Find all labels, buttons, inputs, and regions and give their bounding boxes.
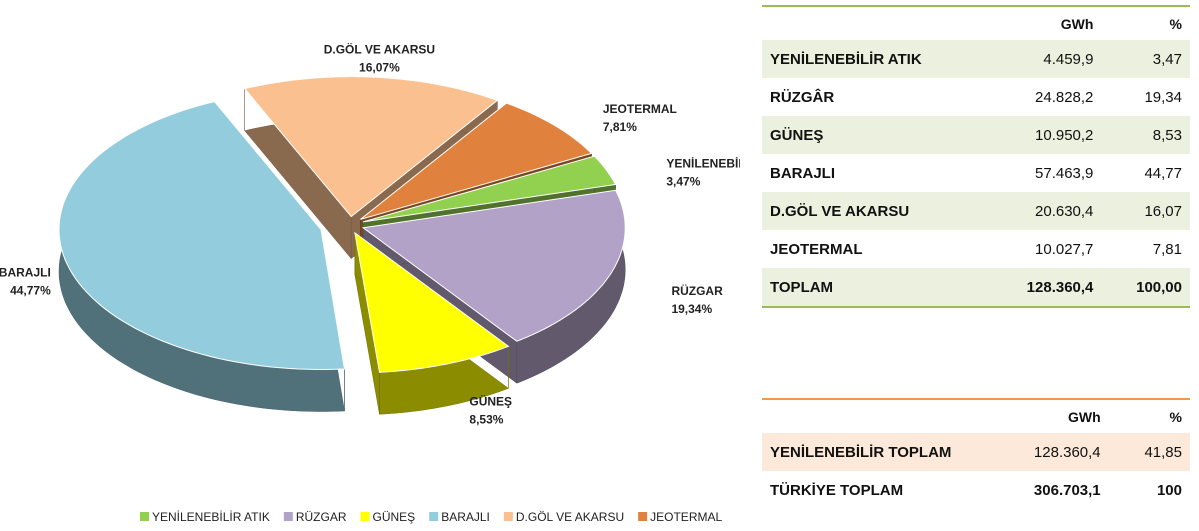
legend-swatch	[638, 512, 648, 521]
table-row: YENİLENEBİLİR TOPLAM 128.360,4 41,85	[762, 433, 1190, 471]
legend-label: JEOTERMAL	[650, 510, 722, 524]
slice-label: RÜZGAR	[671, 283, 723, 298]
table-row: RÜZGÂR 24.828,2 19,34	[762, 78, 1190, 116]
slice	[361, 189, 626, 342]
cell: 20.630,4	[1035, 202, 1094, 220]
table-row: D.GÖL VE AKARSU 20.630,4 16,07	[762, 192, 1190, 230]
slice	[362, 155, 617, 223]
legend-swatch	[429, 512, 439, 521]
cell: 100,00	[1101, 268, 1190, 307]
slice-label: BARAJLI	[0, 266, 51, 280]
total-table: GWh% YENİLENEBİLİR TOPLAM 128.360,4 41,85 T…	[762, 398, 1190, 509]
legend-swatch	[360, 512, 370, 521]
slice-label: JEOTERMAL	[603, 102, 677, 116]
table-row: BARAJLI 57.463,9 44,77	[762, 154, 1190, 192]
header: GWh	[1068, 408, 1101, 425]
cell: 44,77	[1144, 164, 1182, 182]
row-label: YENİLENEBİLİR TOPLAM	[770, 443, 952, 461]
cell: 7,81	[1152, 240, 1182, 258]
header: GWh	[1060, 15, 1094, 32]
legend-swatch	[283, 512, 293, 521]
row-label: TÜRKİYE TOPLAM	[770, 481, 904, 499]
slice-value: 44,77%	[10, 284, 51, 298]
table-row: TÜRKİYE TOPLAM 306.703,1 100	[762, 471, 1190, 509]
slice-label: GÜNEŞ	[469, 393, 512, 408]
table-row: JEOTERMAL 10.027,7 7,81	[762, 230, 1190, 268]
legend-label: GÜNEŞ	[373, 510, 416, 524]
slice-value: 3,47%	[666, 175, 700, 189]
header-row: GWh%	[762, 399, 1190, 433]
row-label: GÜNEŞ	[770, 126, 824, 144]
legend-label: BARAJLI	[441, 510, 490, 524]
slice	[360, 102, 593, 220]
legend-swatch	[503, 512, 513, 521]
row-label: YENİLENEBİLİR ATIK	[770, 50, 922, 68]
cell: 100	[1156, 481, 1182, 499]
cell: 306.703,1	[1033, 481, 1101, 499]
legend-label: YENİLENEBİLİR ATIK	[152, 510, 270, 524]
cell: 3,47	[1152, 50, 1182, 68]
cell: 128.360,4	[983, 268, 1102, 307]
header-row: GWh%	[762, 6, 1190, 40]
header: %	[1169, 15, 1182, 32]
slice-value: 19,34%	[671, 302, 712, 316]
header: %	[1169, 408, 1182, 425]
table-row: TOPLAM 128.360,4 100,00	[762, 268, 1190, 307]
pie-chart: YENİLENEBİLİR ATIK 3,47% RÜZGAR 19,34% GÜNEŞ…	[0, 42, 740, 524]
slice-value: 8,53%	[469, 412, 503, 426]
cell: 57.463,9	[1035, 164, 1094, 182]
cell: 8,53	[1152, 126, 1182, 144]
cell: 4.459,9	[1043, 50, 1094, 68]
cell: 19,34	[1144, 88, 1182, 106]
slice-value: 16,07%	[359, 61, 400, 75]
cell: 16,07	[1144, 202, 1182, 220]
row-label: JEOTERMAL	[770, 240, 863, 258]
table-row: GÜNEŞ 10.950,2 8,53	[762, 116, 1190, 154]
row-label: BARAJLI	[770, 164, 836, 182]
cell: 10.027,7	[1035, 240, 1094, 258]
table-row: YENİLENEBİLİR ATIK 4.459,9 3,47	[762, 40, 1190, 78]
legend-swatch	[140, 512, 149, 521]
row-label: RÜZGÂR	[770, 88, 835, 106]
cell: 128.360,4	[1033, 443, 1101, 461]
cell: 10.950,2	[1035, 126, 1094, 144]
slice	[354, 231, 510, 373]
cell: 41,85	[1144, 443, 1182, 461]
slice	[243, 76, 499, 218]
slice	[58, 101, 346, 370]
slice-value: 7,81%	[603, 120, 637, 134]
row-label: TOPLAM	[762, 268, 983, 307]
legend-label: D.GÖL VE AKARSU	[516, 510, 624, 524]
legend-label: RÜZGAR	[296, 510, 347, 524]
row-label: D.GÖL VE AKARSU	[770, 202, 910, 220]
cell: 24.828,2	[1035, 88, 1094, 106]
energy-table: GWh% YENİLENEBİLİR ATIK 4.459,9 3,47 RÜZGÂR…	[762, 5, 1190, 308]
slice-label: YENİLENEBİLİR ATIK	[666, 156, 740, 171]
slice-label: D.GÖL VE AKARSU	[324, 42, 435, 57]
